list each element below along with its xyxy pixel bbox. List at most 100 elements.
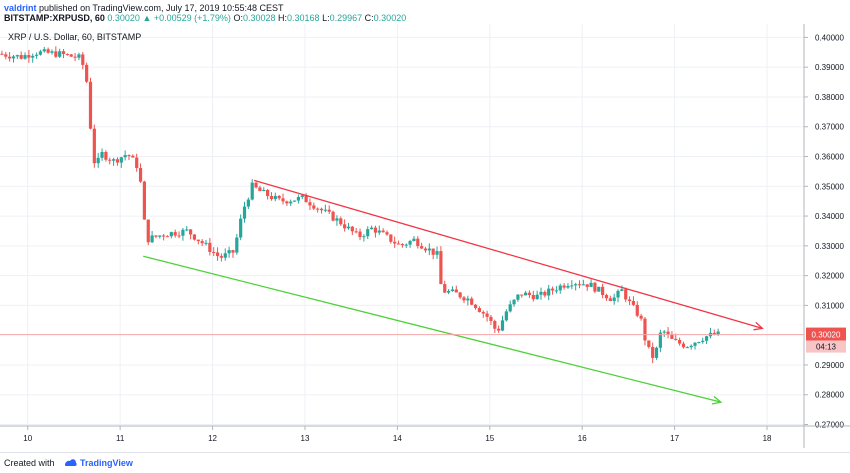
price-change: +0.00529 (+1.79%) bbox=[153, 13, 231, 23]
candle-body bbox=[485, 313, 489, 317]
candles bbox=[0, 46, 720, 364]
candle-body bbox=[373, 227, 378, 233]
candle-body bbox=[192, 234, 197, 240]
candle-body bbox=[266, 189, 270, 197]
candle-body bbox=[108, 159, 112, 161]
candle-body bbox=[547, 288, 551, 296]
candle-body bbox=[300, 195, 304, 197]
x-axis[interactable]: 10 11 12 13 14 15 16 17 18 bbox=[0, 425, 850, 443]
countdown-label: 04:13 bbox=[816, 343, 837, 352]
candle-body bbox=[154, 235, 158, 237]
candle-body bbox=[239, 218, 243, 238]
trendlines[interactable] bbox=[143, 179, 764, 405]
candle-body bbox=[96, 157, 100, 164]
candle-body bbox=[393, 241, 397, 244]
candle-body bbox=[635, 304, 639, 316]
candle-body bbox=[577, 284, 582, 286]
y-tick-label: 0.36000 bbox=[815, 153, 844, 162]
countdown-tag bbox=[806, 340, 846, 353]
author-link[interactable]: valdrint bbox=[4, 3, 37, 13]
candle-body bbox=[527, 292, 532, 296]
candle-body bbox=[416, 238, 420, 247]
symbol-name[interactable]: BITSTAMP:XRPUSD, 60 bbox=[4, 13, 105, 23]
candle-body bbox=[215, 252, 220, 257]
candle-body bbox=[269, 196, 274, 200]
candle-body bbox=[654, 347, 659, 358]
candle-body bbox=[92, 128, 96, 164]
candle-body bbox=[235, 237, 239, 253]
candle-body bbox=[262, 189, 266, 192]
candle-body bbox=[581, 284, 585, 286]
candle-body bbox=[558, 285, 562, 291]
up-arrow-icon: ▲ bbox=[142, 13, 152, 23]
candle-body bbox=[369, 227, 374, 230]
candle-body bbox=[281, 198, 285, 202]
candle-body bbox=[574, 284, 578, 286]
last-price-label: 0.30020 bbox=[812, 331, 841, 340]
candle-body bbox=[658, 332, 662, 348]
grid bbox=[0, 24, 804, 426]
candle-body bbox=[115, 159, 120, 163]
candle-body bbox=[601, 286, 605, 296]
candle-body bbox=[423, 248, 428, 251]
candle-body bbox=[131, 155, 135, 158]
candle-body bbox=[8, 56, 12, 59]
candle-body bbox=[135, 157, 139, 169]
candle-body bbox=[473, 304, 478, 309]
candle-body bbox=[354, 231, 358, 233]
candle-body bbox=[489, 316, 493, 321]
candle-body bbox=[716, 331, 720, 335]
candle-body bbox=[173, 232, 177, 236]
candle-body bbox=[662, 331, 666, 333]
candle-body bbox=[504, 311, 508, 321]
candle-body bbox=[458, 292, 462, 298]
candle-body bbox=[85, 64, 89, 82]
candle-body bbox=[408, 241, 412, 245]
candle-body bbox=[27, 55, 31, 58]
candle-body bbox=[61, 51, 66, 55]
candle-body bbox=[69, 54, 73, 57]
candle-body bbox=[412, 238, 416, 242]
y-axis[interactable]: 0.40000 0.39000 0.38000 0.37000 0.36000 0.350… bbox=[803, 24, 844, 448]
x-tick-label: 18 bbox=[763, 434, 772, 443]
candle-body bbox=[396, 243, 401, 245]
candle-body bbox=[381, 230, 385, 233]
candlestick-chart[interactable]: XRP / U.S. Dollar, 60, BITSTAMP 0.300200… bbox=[0, 24, 850, 450]
candle-body bbox=[666, 331, 670, 335]
candle-body bbox=[477, 308, 481, 313]
price-line: 0.30020 04:13 bbox=[0, 327, 846, 353]
candle-body bbox=[612, 297, 616, 301]
candle-body bbox=[593, 282, 597, 292]
candle-body bbox=[23, 55, 27, 59]
last-price: 0.30020 bbox=[107, 13, 140, 23]
candle-body bbox=[516, 294, 520, 300]
candle-body bbox=[674, 338, 678, 340]
candle-body bbox=[631, 300, 636, 305]
published-text: published on TradingView.com, July 17, 2… bbox=[39, 3, 284, 13]
candle-body bbox=[204, 242, 208, 244]
candle-body bbox=[701, 340, 705, 343]
chart-area[interactable]: XRP / U.S. Dollar, 60, BITSTAMP 0.30020 0… bbox=[0, 24, 850, 450]
tradingview-brand[interactable]: TradingView bbox=[80, 458, 133, 468]
candle-body bbox=[54, 51, 58, 57]
x-tick-label: 16 bbox=[578, 434, 587, 443]
candle-body bbox=[119, 157, 123, 163]
candle-body bbox=[296, 196, 301, 201]
candle-body bbox=[620, 289, 624, 291]
candle-body bbox=[562, 285, 566, 288]
candle-body bbox=[435, 251, 439, 255]
candle-body bbox=[624, 289, 628, 300]
candle-body bbox=[242, 206, 247, 219]
candle-body bbox=[312, 205, 316, 209]
candle-body bbox=[339, 218, 343, 225]
open-value: 0.30028 bbox=[242, 13, 276, 23]
candle-body bbox=[343, 224, 347, 229]
y-tick-label: 0.35000 bbox=[815, 182, 844, 191]
candle-body bbox=[158, 235, 162, 237]
candle-body bbox=[11, 56, 16, 59]
candle-body bbox=[34, 54, 39, 56]
candle-body bbox=[19, 55, 23, 59]
candle-body bbox=[608, 298, 612, 301]
candle-body bbox=[277, 195, 281, 199]
candle-body bbox=[535, 294, 539, 300]
